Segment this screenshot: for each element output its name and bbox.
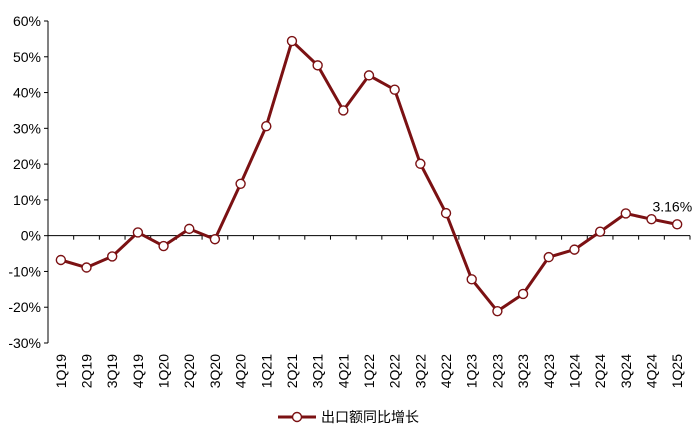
x-tick-label: 4Q20	[233, 354, 249, 388]
annotations: 3.16%	[652, 198, 692, 214]
data-point	[363, 70, 375, 81]
data-point	[594, 226, 606, 237]
legend: 出口额同比增长	[278, 410, 419, 426]
x-axis: 1Q19 2Q19 3Q19 4Q19 1Q20 2Q20 3Q20 4Q20 1Q21 2Q21…	[47, 235, 691, 388]
x-tick-label: 3Q21	[310, 354, 326, 388]
data-point	[158, 240, 169, 252]
data-point	[81, 262, 92, 273]
legend-marker	[291, 411, 303, 423]
data-point	[671, 219, 683, 230]
y-tick-label: 50%	[13, 49, 41, 65]
data-point	[132, 227, 144, 238]
x-tick-label: 3Q23	[515, 354, 531, 388]
data-point	[440, 207, 452, 219]
y-tick-label: 30%	[13, 120, 41, 136]
x-tick-label: 2Q23	[489, 354, 505, 388]
y-tick-label: 0%	[21, 228, 41, 244]
data-point	[466, 274, 477, 285]
x-tick-label: 1Q25	[669, 354, 685, 388]
data-label: 3.16%	[652, 198, 692, 214]
x-tick-label: 4Q22	[438, 354, 454, 388]
data-point	[646, 214, 657, 225]
data-point	[184, 223, 195, 235]
data-point	[389, 84, 400, 95]
x-tick-label: 4Q19	[130, 354, 146, 388]
data-point	[492, 305, 503, 317]
x-tick-label: 1Q20	[156, 354, 172, 388]
x-tick-label: 3Q19	[104, 354, 120, 388]
y-axis: -30% -20% -10% 0% 10% 20% 30% 40% 50% 60%	[8, 13, 49, 351]
x-tick-label: 3Q20	[207, 354, 223, 388]
y-tick-label: -10%	[8, 263, 41, 279]
data-point	[209, 234, 221, 245]
data-point	[415, 158, 426, 169]
x-tick-label: 3Q22	[412, 354, 428, 388]
data-point	[261, 120, 272, 132]
series-line	[59, 39, 679, 313]
data-point	[543, 251, 554, 263]
data-point	[106, 251, 118, 262]
x-tick-label: 4Q24	[643, 354, 659, 388]
data-point	[312, 60, 323, 71]
y-tick-label: 10%	[13, 192, 41, 208]
x-tick-label: 1Q24	[566, 354, 582, 388]
x-tick-label: 2Q21	[284, 354, 300, 388]
data-point	[569, 244, 580, 255]
legend-label: 出口额同比增长	[321, 410, 419, 426]
data-point	[338, 105, 349, 116]
x-tick-label: 1Q23	[464, 354, 480, 388]
y-tick-label: -20%	[8, 299, 41, 315]
series-export-growth	[55, 35, 683, 317]
data-point	[55, 254, 67, 266]
x-tick-label: 2Q19	[79, 354, 95, 388]
data-point	[286, 35, 298, 47]
y-tick-label: 40%	[13, 85, 41, 101]
x-tick-label: 4Q23	[541, 354, 557, 388]
x-tick-label: 1Q19	[53, 354, 69, 388]
y-tick-label: 60%	[13, 13, 41, 29]
x-tick-label: 2Q24	[592, 354, 608, 388]
data-point	[517, 288, 529, 300]
x-tick-label: 3Q24	[618, 354, 634, 388]
x-tick-label: 2Q22	[387, 354, 403, 388]
x-tick-label: 4Q21	[335, 354, 351, 388]
x-tick-label: 2Q20	[181, 354, 197, 388]
x-tick-label: 1Q22	[361, 354, 377, 388]
x-tick-label: 1Q21	[258, 354, 274, 388]
y-tick-label: -30%	[8, 335, 41, 351]
y-tick-label: 20%	[13, 156, 41, 172]
data-point	[620, 208, 631, 219]
data-point	[235, 178, 246, 189]
